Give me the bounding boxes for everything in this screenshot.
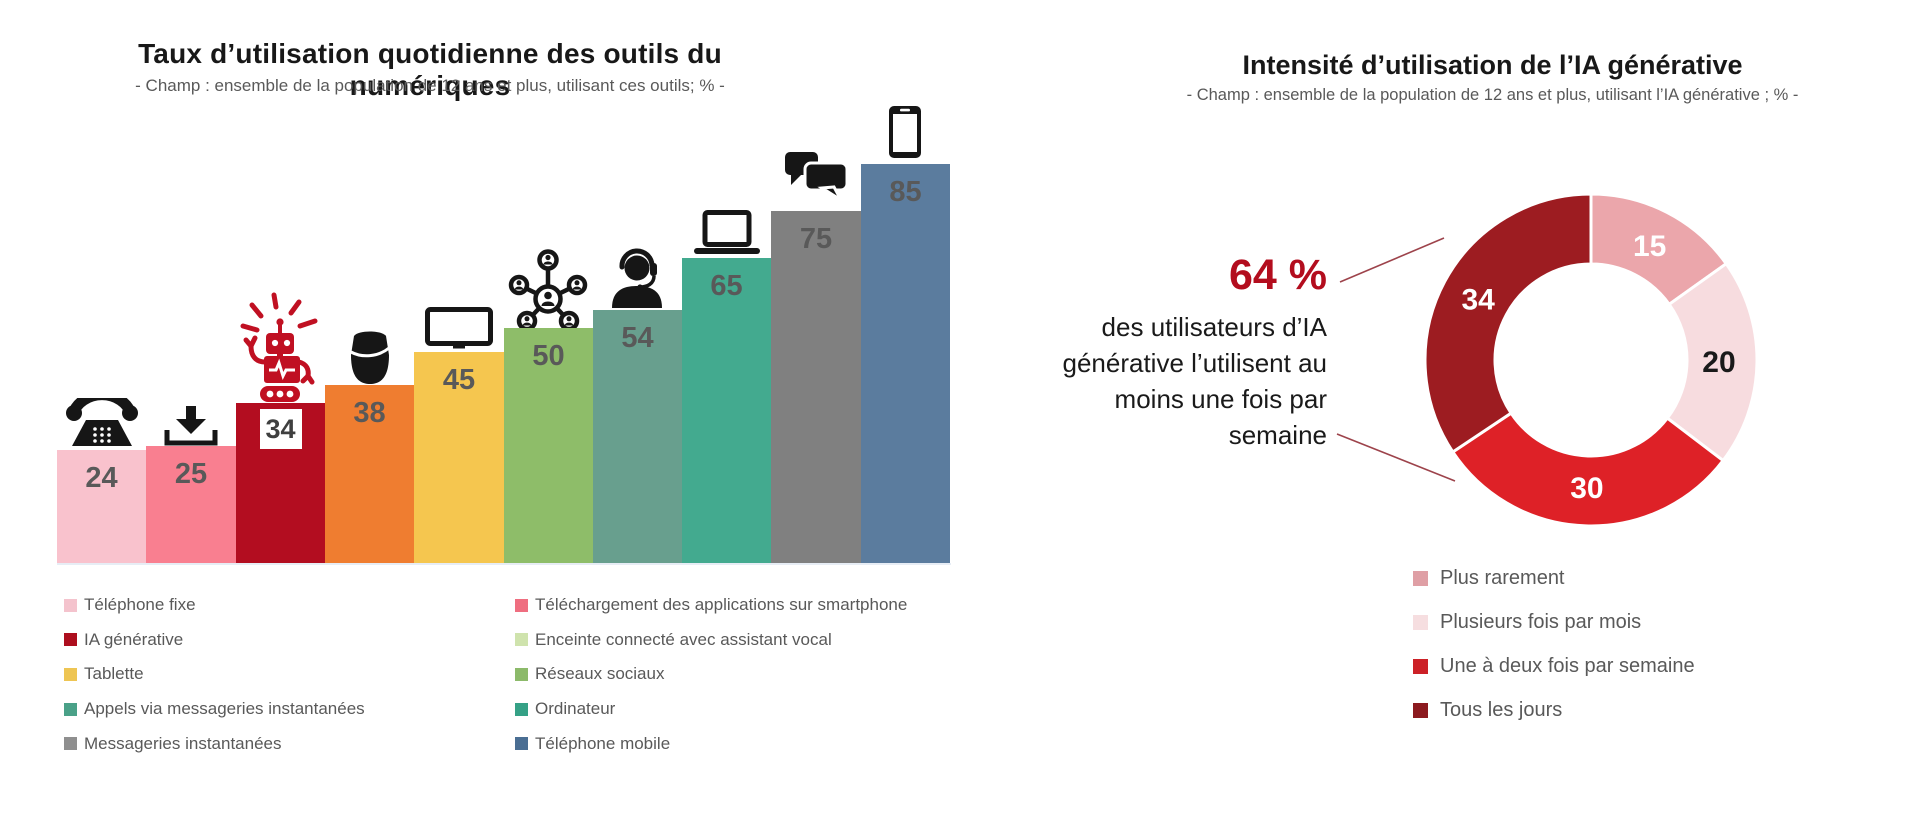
- legend-item: Plusieurs fois par mois: [1413, 600, 1695, 644]
- legend-swatch: [515, 737, 528, 751]
- social-network-icon: [508, 249, 588, 333]
- bar-value-label: 38: [353, 397, 386, 429]
- bar-value-label: 45: [442, 364, 476, 396]
- smart-speaker-icon: [348, 327, 392, 385]
- legend-swatch: [1413, 702, 1428, 718]
- donut-annotation-highlight: 64 %: [1228, 251, 1327, 299]
- legend-label: Plusieurs fois par mois: [1440, 610, 1642, 633]
- donut-segment-0: [1589, 192, 1729, 307]
- robot-icon: [237, 290, 323, 402]
- annotation-callout-line: [1339, 237, 1445, 283]
- bar-value-label: 25: [174, 458, 208, 490]
- legend-label: Réseaux sociaux: [535, 664, 665, 684]
- legend-swatch: [64, 633, 77, 647]
- tablet-icon: [425, 307, 493, 349]
- donut-segment-2: [1450, 411, 1726, 528]
- legend-item: Enceinte connecté avec assistant vocal: [515, 623, 907, 658]
- legend-swatch: [1413, 614, 1428, 630]
- legend-item: Téléphone mobile: [515, 726, 907, 761]
- bar-reseaux-sociaux: 50: [504, 328, 593, 563]
- donut-segment-value-label: 34: [1461, 284, 1495, 317]
- bar-ordinateur: 65: [682, 258, 771, 563]
- donut-legend: Plus rarement Plusieurs fois par mois Une …: [1413, 556, 1695, 732]
- bar-chart-legend-column-2: Téléchargement des applications sur smar…: [515, 588, 907, 761]
- legend-swatch: [515, 702, 528, 716]
- download-icon: [164, 406, 218, 446]
- bar-value-label: 65: [710, 270, 743, 302]
- legend-item: Messageries instantanées: [64, 726, 365, 761]
- legend-label: Ordinateur: [535, 699, 616, 719]
- legend-swatch: [64, 702, 77, 716]
- landline-phone-icon: [65, 398, 139, 448]
- legend-item: Tablette: [64, 657, 365, 692]
- bar-messageries-instantanees: 75: [771, 211, 861, 563]
- legend-item: Téléphone fixe: [64, 588, 365, 623]
- donut-segment-value-label: 20: [1702, 346, 1735, 379]
- donut-annotation: 64 % des utilisateurs d’IA générative l’…: [997, 251, 1328, 453]
- legend-item: Tous les jours: [1413, 688, 1695, 732]
- donut-chart-title: Intensité d’utilisation de l’IA générati…: [1242, 50, 1743, 80]
- legend-label: IA générative: [84, 629, 184, 649]
- legend-swatch: [64, 598, 77, 612]
- legend-swatch: [515, 667, 528, 681]
- bar-tablette: 45: [414, 352, 504, 563]
- bar-ia-generative: 34: [236, 403, 325, 563]
- bar-chart-baseline: [57, 563, 951, 565]
- donut-chart-subtitle: - Champ : ensemble de la population de 1…: [1186, 86, 1799, 104]
- legend-label: Plus rarement: [1440, 566, 1565, 589]
- donut-segment-1: [1665, 261, 1759, 463]
- bar-value-label: 54: [621, 322, 654, 354]
- bar-chart-subtitle: - Champ : ensemble de la population de 1…: [135, 76, 725, 95]
- legend-label: Tous les jours: [1440, 698, 1563, 721]
- legend-swatch: [64, 667, 77, 681]
- legend-swatch: [1413, 658, 1428, 674]
- chat-bubbles-icon: [784, 151, 848, 201]
- bar-telechargement-applications: 25: [146, 446, 236, 563]
- donut-segment-3: [1423, 192, 1593, 455]
- annotation-callout-line: [1336, 433, 1456, 482]
- legend-item: Téléchargement des applications sur smar…: [515, 588, 907, 623]
- bar-value-label: 34: [259, 409, 302, 449]
- laptop-icon: [694, 210, 760, 256]
- donut-annotation-text: des utilisateurs d’IA générative l’utili…: [1062, 312, 1328, 450]
- bar-chart-title: Taux d’utilisation quotidienne des outil…: [138, 38, 722, 101]
- legend-item: Réseaux sociaux: [515, 657, 907, 692]
- bar-value-label: 50: [532, 340, 565, 372]
- legend-swatch: [64, 737, 77, 751]
- bar-appels-messageries: 54: [593, 310, 682, 563]
- legend-label: Téléchargement des applications sur smar…: [535, 595, 908, 615]
- legend-label: Tablette: [84, 664, 144, 684]
- bar-value-label: 85: [889, 176, 922, 208]
- legend-label: Appels via messageries instantanées: [84, 699, 365, 719]
- legend-label: Une à deux fois par semaine: [1440, 654, 1695, 677]
- legend-swatch: [1413, 570, 1428, 586]
- bar-telephone-fixe: 24: [57, 450, 146, 563]
- legend-item: IA générative: [64, 623, 365, 658]
- legend-item: Une à deux fois par semaine: [1413, 644, 1695, 688]
- legend-label: Téléphone mobile: [535, 733, 671, 753]
- legend-label: Téléphone fixe: [84, 595, 196, 615]
- headset-person-icon: [607, 246, 667, 308]
- bar-chart-legend-column-1: Téléphone fixe IA générative Tablette Appel…: [64, 588, 365, 761]
- legend-label: Enceinte connecté avec assistant vocal: [535, 629, 832, 649]
- legend-swatch: [515, 598, 528, 612]
- legend-item: Ordinateur: [515, 692, 907, 727]
- legend-swatch: [515, 633, 528, 647]
- bar-value-label: 75: [799, 223, 833, 255]
- legend-item: Plus rarement: [1413, 556, 1695, 600]
- donut-segment-value-label: 15: [1633, 230, 1666, 263]
- bar-enceinte-connectee: 38: [325, 385, 414, 563]
- bar-value-label: 24: [85, 462, 118, 494]
- bar-telephone-mobile: 85: [861, 164, 950, 563]
- smartphone-icon: [888, 105, 922, 159]
- legend-label: Messageries instantanées: [84, 733, 282, 753]
- legend-item: Appels via messageries instantanées: [64, 692, 365, 727]
- donut-segment-value-label: 30: [1570, 472, 1603, 505]
